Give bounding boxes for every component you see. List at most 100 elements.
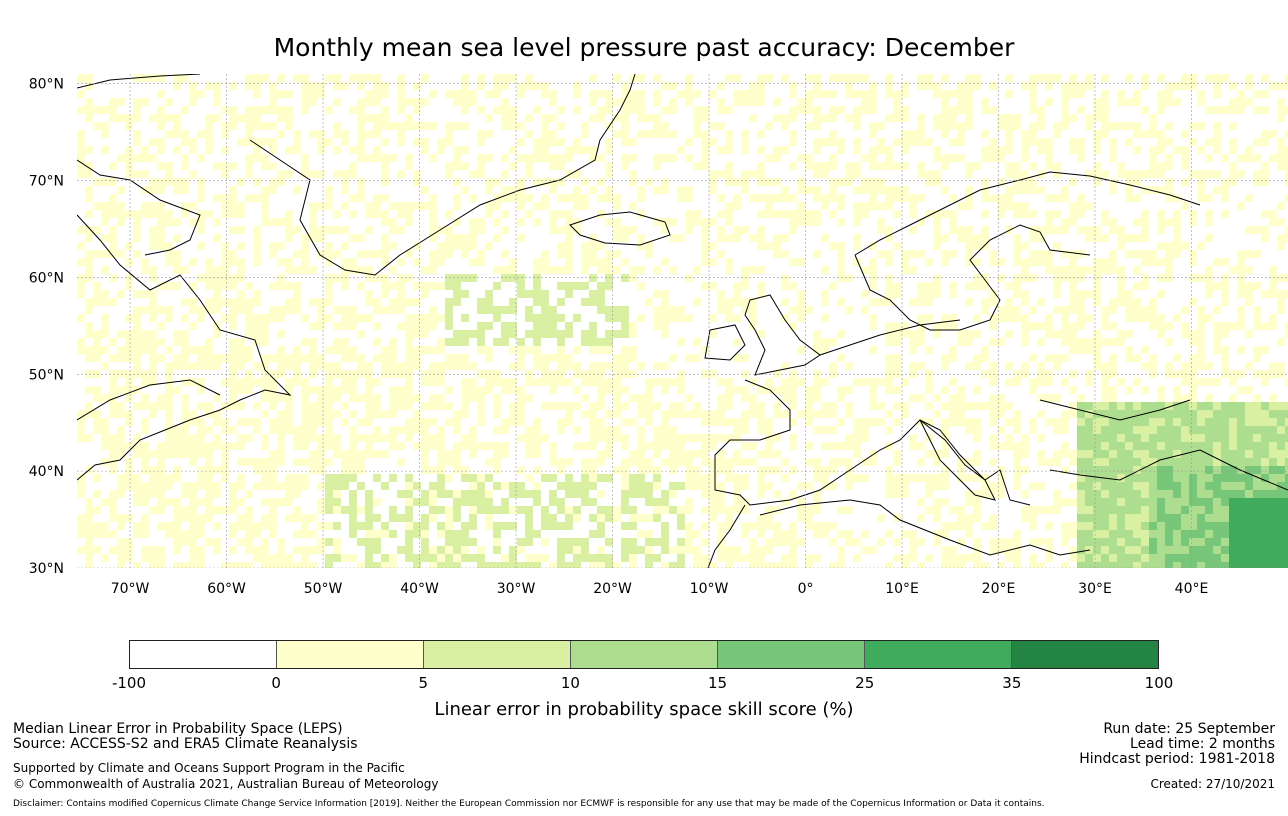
skill-cell <box>541 194 549 202</box>
skill-cell <box>637 210 645 218</box>
skill-cell <box>301 394 309 402</box>
skill-cell <box>893 554 901 562</box>
skill-cell <box>285 106 293 114</box>
skill-cell <box>909 138 917 146</box>
skill-cell <box>901 250 909 258</box>
skill-cell <box>1285 506 1288 514</box>
skill-cell <box>205 82 213 90</box>
skill-cell <box>893 90 901 98</box>
skill-cell <box>685 450 693 458</box>
skill-cell <box>1141 530 1149 538</box>
skill-cell <box>1277 98 1285 106</box>
skill-cell <box>1037 394 1045 402</box>
skill-cell <box>637 90 645 98</box>
skill-cell <box>581 546 589 554</box>
skill-cell <box>1149 314 1157 322</box>
skill-cell <box>157 226 165 234</box>
skill-cell <box>861 74 869 82</box>
skill-cell <box>909 346 917 354</box>
skill-cell <box>821 114 829 122</box>
skill-cell <box>1253 154 1261 162</box>
skill-cell <box>1149 418 1157 426</box>
skill-cell <box>85 210 93 218</box>
skill-cell <box>813 466 821 474</box>
skill-cell <box>1093 146 1101 154</box>
skill-cell <box>117 546 125 554</box>
skill-cell <box>445 522 453 530</box>
skill-cell <box>405 418 413 426</box>
skill-cell <box>749 562 757 568</box>
skill-cell <box>1277 434 1285 442</box>
skill-cell <box>421 282 429 290</box>
skill-cell <box>221 314 229 322</box>
skill-cell <box>765 178 773 186</box>
skill-cell <box>317 306 325 314</box>
skill-cell <box>941 354 949 362</box>
skill-cell <box>405 162 413 170</box>
skill-cell <box>245 562 253 568</box>
skill-cell <box>1253 434 1261 442</box>
skill-cell <box>365 114 373 122</box>
skill-cell <box>493 402 501 410</box>
skill-cell <box>917 330 925 338</box>
skill-cell <box>445 242 453 250</box>
skill-cell <box>1197 474 1205 482</box>
skill-cell <box>285 418 293 426</box>
skill-cell <box>901 258 909 266</box>
skill-cell <box>269 386 277 394</box>
skill-cell <box>1077 442 1085 450</box>
skill-cell <box>253 154 261 162</box>
skill-cell <box>1253 442 1261 450</box>
skill-cell <box>341 322 349 330</box>
skill-cell <box>1285 530 1288 538</box>
skill-cell <box>1141 434 1149 442</box>
skill-cell <box>693 546 701 554</box>
skill-cell <box>1173 546 1181 554</box>
skill-cell <box>245 522 253 530</box>
lon-label: 40°W <box>400 581 439 597</box>
skill-cell <box>1141 362 1149 370</box>
skill-cell <box>405 354 413 362</box>
skill-cell <box>709 514 717 522</box>
skill-cell <box>181 450 189 458</box>
skill-cell <box>141 98 149 106</box>
skill-cell <box>781 114 789 122</box>
skill-cell <box>117 386 125 394</box>
skill-cell <box>157 114 165 122</box>
skill-cell <box>373 514 381 522</box>
skill-cell <box>413 330 421 338</box>
skill-cell <box>477 338 485 346</box>
skill-cell <box>1093 226 1101 234</box>
skill-cell <box>205 402 213 410</box>
skill-cell <box>1085 506 1093 514</box>
skill-cell <box>669 490 677 498</box>
skill-cell <box>1141 490 1149 498</box>
skill-cell <box>357 98 365 106</box>
skill-cell <box>429 378 437 386</box>
skill-cell <box>221 162 229 170</box>
skill-cell <box>101 290 109 298</box>
skill-cell <box>837 202 845 210</box>
skill-cell <box>637 314 645 322</box>
skill-cell <box>1245 482 1253 490</box>
skill-cell <box>741 410 749 418</box>
skill-cell <box>741 178 749 186</box>
skill-cell <box>1109 322 1117 330</box>
skill-cell <box>125 466 133 474</box>
skill-cell <box>301 514 309 522</box>
skill-cell <box>677 442 685 450</box>
skill-cell <box>941 130 949 138</box>
skill-cell <box>517 538 525 546</box>
skill-cell <box>1237 554 1245 562</box>
skill-cell <box>381 194 389 202</box>
skill-cell <box>1221 362 1229 370</box>
skill-cell <box>309 354 317 362</box>
skill-cell <box>1013 426 1021 434</box>
skill-cell <box>301 458 309 466</box>
skill-cell <box>805 522 813 530</box>
skill-cell <box>277 274 285 282</box>
skill-cell <box>877 178 885 186</box>
skill-cell <box>421 202 429 210</box>
skill-cell <box>613 386 621 394</box>
skill-cell <box>725 506 733 514</box>
